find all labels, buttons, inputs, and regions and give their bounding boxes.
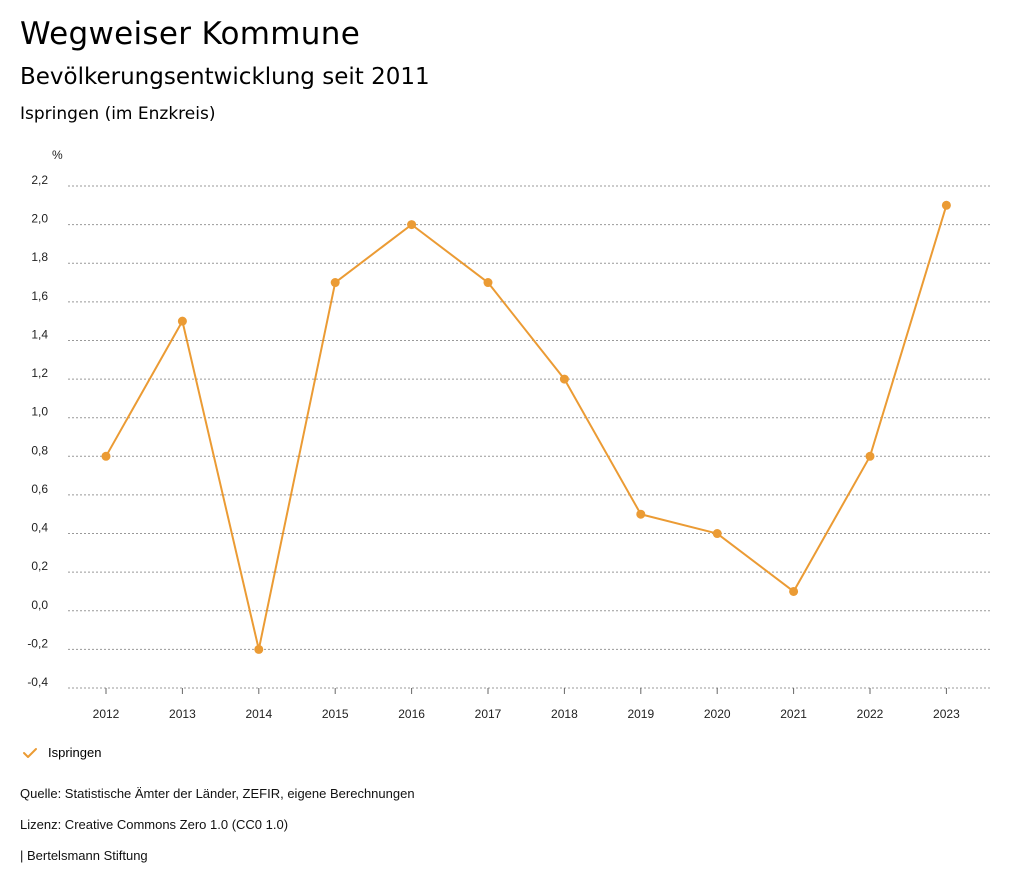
data-point[interactable]: [636, 509, 646, 519]
x-tick-label: 2019: [627, 707, 654, 721]
y-tick-label: 2,2: [31, 173, 48, 187]
x-tick-label: 2013: [169, 707, 196, 721]
x-tick-label: 2021: [780, 707, 807, 721]
legend-item-ispringen[interactable]: Ispringen: [22, 745, 101, 760]
data-point[interactable]: [483, 278, 493, 288]
page-title: Wegweiser Kommune: [20, 16, 361, 52]
y-tick-label: 0,4: [31, 521, 48, 535]
data-point[interactable]: [101, 451, 111, 461]
data-point[interactable]: [712, 529, 722, 539]
y-tick-label: -0,2: [27, 636, 48, 650]
y-tick-label: 1,2: [31, 366, 48, 380]
check-icon: [23, 747, 37, 758]
chart-subtitle: Bevölkerungsentwicklung seit 2011: [20, 64, 430, 90]
data-point[interactable]: [941, 200, 951, 210]
license-note[interactable]: Lizenz: Creative Commons Zero 1.0 (CC0 1…: [20, 817, 289, 832]
legend-label: Ispringen: [48, 745, 102, 760]
data-point[interactable]: [177, 316, 187, 326]
x-tick-label: 2017: [475, 707, 502, 721]
data-point[interactable]: [407, 220, 417, 230]
y-axis-ticks: 2,2 2,0 1,8 1,6 1,4 1,2 1,0 0,8 0,6 0,4 0,2 0,0 -0,2…: [27, 173, 48, 689]
publisher-note: | Bertelsmann Stiftung: [20, 848, 148, 863]
x-tick-label: 2018: [551, 707, 578, 721]
x-tick-label: 2014: [245, 707, 272, 721]
y-tick-label: 1,6: [31, 289, 48, 303]
x-tick-label: 2012: [93, 707, 120, 721]
data-point[interactable]: [330, 278, 340, 288]
y-tick-label: -0,4: [27, 675, 48, 689]
x-tick-label: 2020: [704, 707, 731, 721]
data-point[interactable]: [559, 374, 569, 384]
y-tick-label: 1,8: [31, 250, 48, 264]
x-axis-ticks: [105, 688, 947, 694]
line-chart: % 2,2 2,0 1,8 1,6 1,4 1,2 1,0 0,8 0,6 0,4 0,2 0,0 -0…: [27, 148, 990, 721]
data-point[interactable]: [789, 586, 799, 596]
data-point[interactable]: [865, 451, 875, 461]
y-tick-label: 0,6: [31, 482, 48, 496]
x-tick-label: 2022: [857, 707, 884, 721]
y-tick-label: 0,0: [31, 598, 48, 612]
series-line-ispringen: [105, 205, 948, 651]
y-tick-label: 2,0: [31, 212, 48, 226]
source-note: Quelle: Statistische Ämter der Länder, Z…: [20, 786, 415, 801]
x-axis-labels: 2012 2013 2014 2015 2016 2017 2018 2019 2020 2021…: [93, 707, 960, 721]
data-point[interactable]: [254, 644, 264, 654]
x-tick-label: 2015: [322, 707, 349, 721]
y-tick-label: 1,4: [31, 327, 48, 341]
x-tick-label: 2016: [398, 707, 425, 721]
region-label: Ispringen (im Enzkreis): [20, 104, 216, 124]
x-tick-label: 2023: [933, 707, 960, 721]
y-tick-label: 0,8: [31, 443, 48, 457]
y-tick-label: 0,2: [31, 559, 48, 573]
grid-lines: [68, 185, 990, 689]
y-axis-unit: %: [52, 148, 63, 162]
data-points: [101, 200, 951, 654]
y-tick-label: 1,0: [31, 405, 48, 419]
